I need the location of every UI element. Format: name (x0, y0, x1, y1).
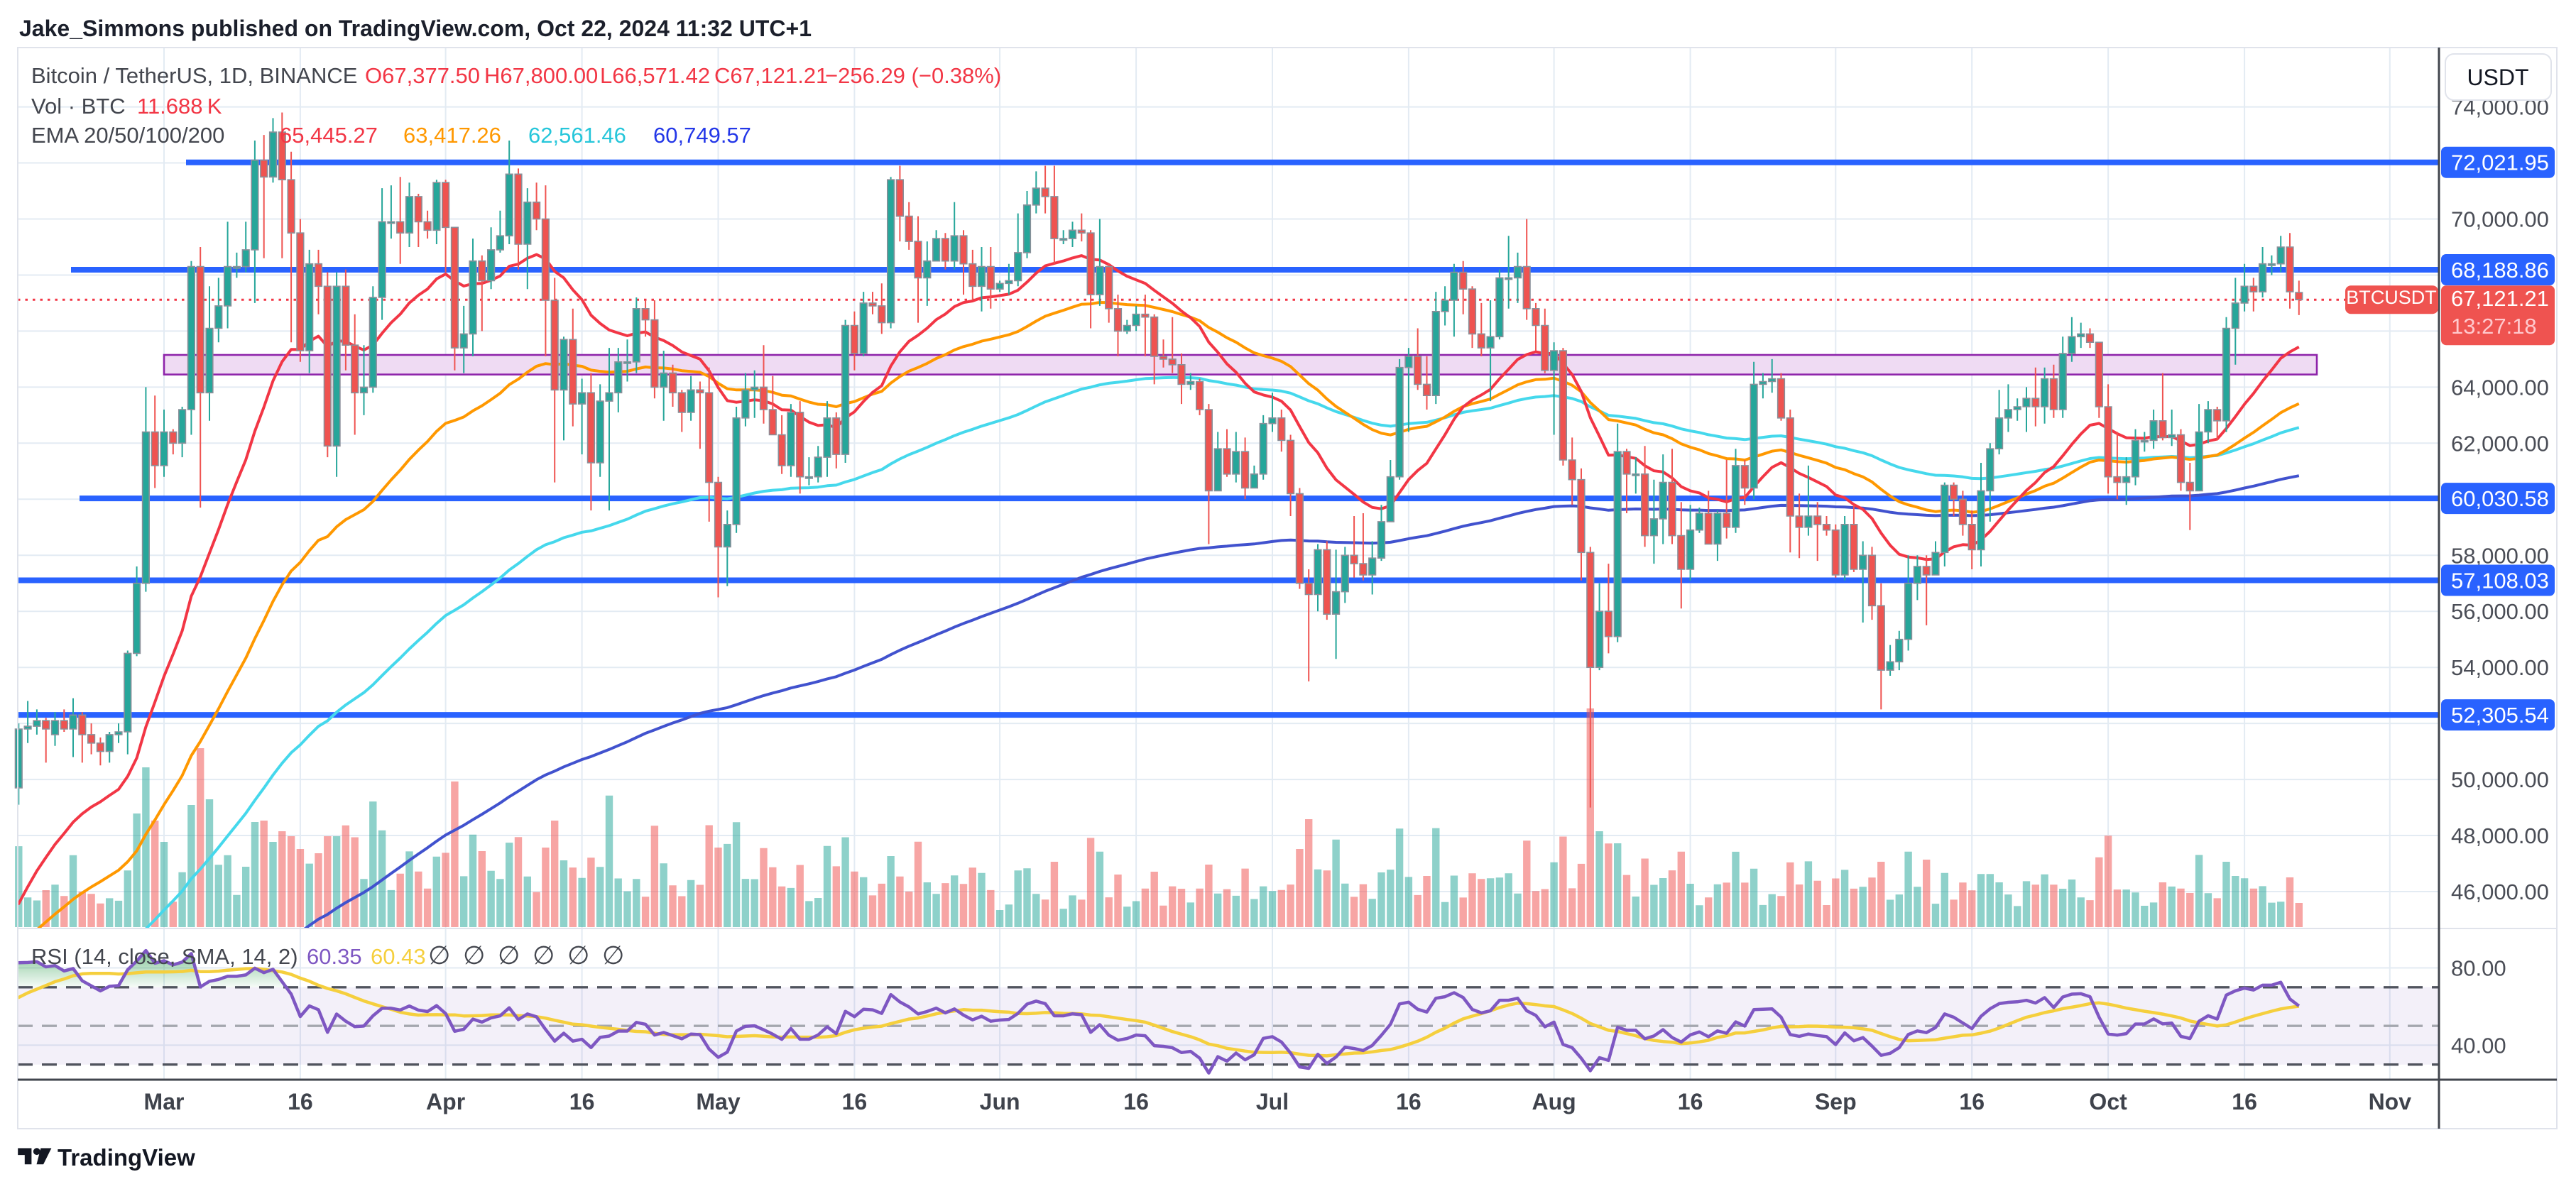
svg-text:54,000.00: 54,000.00 (2451, 655, 2549, 680)
svg-text:67,121.21: 67,121.21 (2451, 286, 2549, 311)
svg-text:68,188.86: 68,188.86 (2451, 258, 2549, 283)
svg-text:TradingView: TradingView (58, 1144, 195, 1171)
svg-text:Jake_Simmons published on Trad: Jake_Simmons published on TradingView.co… (19, 16, 812, 41)
svg-text:USDT: USDT (2467, 65, 2528, 90)
svg-text:40.00: 40.00 (2451, 1033, 2506, 1058)
svg-text:16: 16 (1959, 1089, 1985, 1114)
svg-text:Oct: Oct (2089, 1089, 2127, 1114)
svg-text:16: 16 (569, 1089, 595, 1114)
svg-text:Jul: Jul (1256, 1089, 1289, 1114)
svg-text:Jun: Jun (980, 1089, 1020, 1114)
svg-text:Sep: Sep (1815, 1089, 1857, 1114)
svg-text:56,000.00: 56,000.00 (2451, 599, 2549, 624)
svg-text:64,000.00: 64,000.00 (2451, 375, 2549, 400)
svg-text:46,000.00: 46,000.00 (2451, 880, 2549, 904)
svg-text:Mar: Mar (144, 1089, 185, 1114)
svg-text:RSI (14, close, SMA, 14, 2)60.: RSI (14, close, SMA, 14, 2) 60.35 60.43∅ ∅ ∅… (31, 941, 624, 970)
svg-text:Nov: Nov (2369, 1089, 2412, 1114)
svg-text:Aug: Aug (1532, 1089, 1576, 1114)
svg-text:13:27:18: 13:27:18 (2451, 314, 2537, 339)
svg-text:16: 16 (842, 1089, 868, 1114)
svg-text:62,000.00: 62,000.00 (2451, 431, 2549, 456)
svg-text:16: 16 (1396, 1089, 1421, 1114)
svg-text:60,030.58: 60,030.58 (2451, 486, 2549, 511)
svg-text:Apr: Apr (426, 1089, 465, 1114)
svg-text:57,108.03: 57,108.03 (2451, 569, 2549, 593)
svg-text:52,305.54: 52,305.54 (2451, 703, 2549, 728)
svg-text:16: 16 (288, 1089, 313, 1114)
svg-text:16: 16 (1123, 1089, 1149, 1114)
svg-text:May: May (696, 1089, 740, 1114)
svg-text:16: 16 (2232, 1089, 2257, 1114)
svg-text:50,000.00: 50,000.00 (2451, 767, 2549, 792)
svg-text:16: 16 (1678, 1089, 1703, 1114)
svg-text:70,000.00: 70,000.00 (2451, 207, 2549, 232)
svg-text:58,000.00: 58,000.00 (2451, 543, 2549, 568)
svg-text:72,021.95: 72,021.95 (2451, 150, 2549, 175)
svg-text:BTCUSDT: BTCUSDT (2346, 287, 2437, 308)
svg-text:48,000.00: 48,000.00 (2451, 823, 2549, 848)
svg-text:Bitcoin / TetherUS, 1D, BINANC: Bitcoin / TetherUS, 1D, BINANCE O67,377.5… (31, 63, 1001, 88)
svg-text:80.00: 80.00 (2451, 956, 2506, 981)
